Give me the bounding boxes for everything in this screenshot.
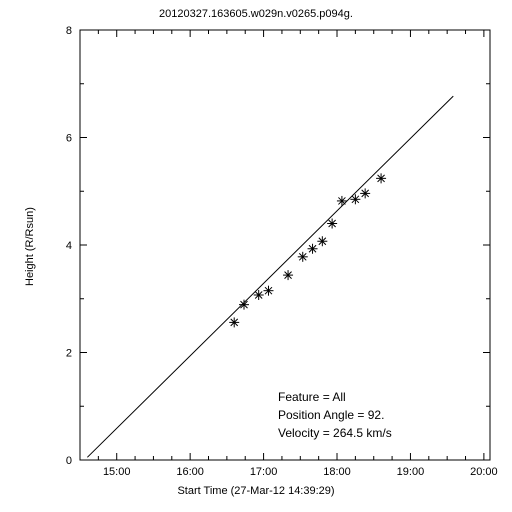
x-tick-label: 17:00	[250, 466, 278, 478]
x-tick-label: 16:00	[176, 466, 204, 478]
data-marker	[308, 244, 318, 254]
plot-svg: 15:00 16:00 17:00 18:00 19:00 20:00 0 2 4 6 8	[0, 0, 512, 512]
y-tick-label: 4	[66, 240, 72, 252]
data-marker	[298, 252, 308, 262]
data-marker	[360, 188, 370, 198]
data-marker	[337, 196, 347, 206]
data-marker	[317, 236, 327, 246]
data-marker	[263, 286, 273, 296]
data-marker	[327, 219, 337, 229]
data-marker	[283, 270, 293, 280]
y-tick-label: 0	[66, 455, 72, 467]
data-marker	[239, 300, 249, 310]
x-tick-label: 18:00	[323, 466, 351, 478]
data-marker	[254, 290, 264, 300]
x-tick-label: 15:00	[103, 466, 131, 478]
data-marker	[350, 194, 360, 204]
fit-line	[87, 96, 453, 457]
y-tick-label: 6	[66, 133, 72, 145]
y-tick-label: 2	[66, 348, 72, 360]
data-marker	[229, 317, 239, 327]
x-tick-label: 19:00	[397, 466, 425, 478]
x-tick-label: 20:00	[470, 466, 498, 478]
y-tick-label: 8	[66, 25, 72, 37]
data-marker	[376, 173, 386, 183]
chart-container: 20120327.163605.w029n.v0265.p094g. Heigh…	[0, 0, 512, 512]
